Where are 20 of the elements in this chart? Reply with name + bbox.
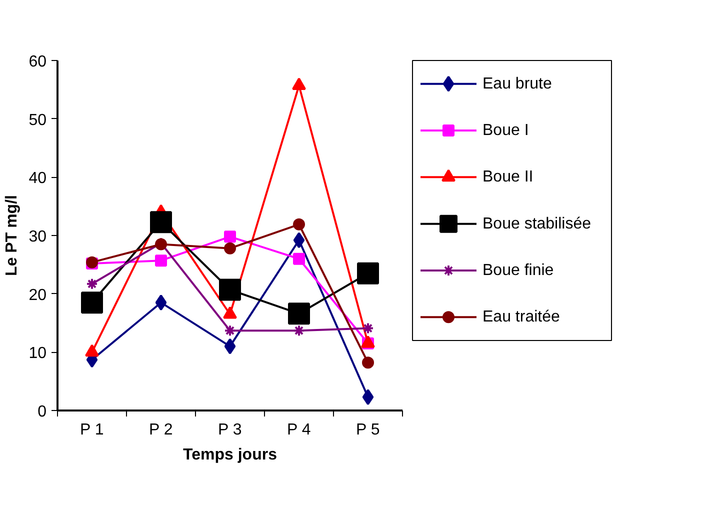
y-tick-label: 0: [38, 404, 47, 420]
x-tick-label: P 4: [286, 422, 311, 438]
y-tick-label: 30: [28, 228, 47, 246]
legend-label: Eau traitée: [482, 308, 560, 326]
x-axis-title: Temps jours: [183, 446, 278, 464]
x-tick-label: P 5: [356, 422, 380, 438]
x-tick-label: P 3: [218, 422, 242, 438]
y-tick-label: 10: [28, 345, 47, 362]
y-axis-title: Le PT mg/l: [4, 195, 21, 276]
legend-label: Boue I: [482, 122, 529, 139]
x-tick-label: P 2: [148, 422, 173, 438]
y-tick-label: 60: [28, 54, 47, 70]
x-tick-label: P 1: [80, 422, 104, 438]
legend-label: Boue finie: [482, 262, 554, 279]
legend-label: Boue II: [482, 168, 534, 186]
y-tick-label: 20: [28, 286, 47, 304]
y-tick-label: 50: [28, 112, 47, 129]
legend-label: Eau brute: [482, 75, 552, 92]
legend-label: Boue stabilisée: [482, 215, 592, 232]
y-tick-label: 40: [28, 170, 47, 188]
